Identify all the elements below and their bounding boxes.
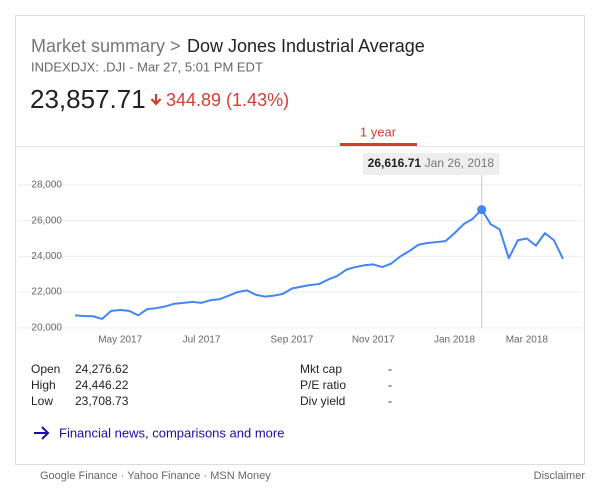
tooltip-value: 26,616.71: [368, 156, 422, 170]
chart: 20,000 22,000 24,000 26,000 28,000 May 2017 Ju…: [18, 153, 582, 346]
y-tick-label: 26,000: [31, 215, 62, 226]
stat-label: P/E ratio: [300, 378, 346, 392]
stat-label: Low: [31, 394, 53, 408]
card: [15, 15, 585, 465]
y-tick-label: 20,000: [31, 322, 62, 333]
x-tick-label: Sep 2017: [270, 335, 313, 346]
tooltip-date: Jan 26, 2018: [425, 156, 495, 170]
tab-1-year[interactable]: 1 year: [360, 124, 397, 139]
x-tick-label: May 2017: [98, 335, 142, 346]
down-arrow: [150, 94, 162, 106]
y-tick-label: 24,000: [31, 251, 62, 262]
x-tick-label: Mar 2018: [506, 335, 549, 346]
stat-label: Mkt cap: [300, 362, 342, 376]
subtitle: INDEXDJX: .DJI - Mar 27, 5:01 PM EDT: [31, 59, 263, 74]
disclaimer[interactable]: Disclaimer: [534, 470, 586, 482]
tab-underline: [340, 143, 417, 146]
stat-value: -: [388, 378, 392, 392]
stat-value: 24,446.22: [75, 378, 129, 392]
link[interactable]: Financial news, comparisons and more: [59, 425, 284, 440]
x-tick-label: Jul 2017: [183, 335, 221, 346]
highlight-point: [477, 205, 487, 215]
stat-value: -: [388, 394, 392, 408]
link-arrow: [34, 426, 50, 440]
stat-label: Div yield: [300, 394, 345, 408]
y-tick-label: 22,000: [31, 287, 62, 298]
stat-label: High: [31, 378, 56, 392]
title: Dow Jones Industrial Average: [187, 36, 425, 56]
price: 23,857.71: [30, 84, 146, 114]
change: 344.89 (1.43%): [166, 90, 289, 110]
x-tick-label: Nov 2017: [352, 335, 395, 346]
stat-label: Open: [31, 362, 60, 376]
stat-value: 23,708.73: [75, 394, 129, 408]
x-tick-label: Jan 2018: [434, 335, 476, 346]
sources[interactable]: Google Finance · Yahoo Finance · MSN Mon…: [40, 470, 271, 482]
stats: Open 24,276.62 Mkt cap - High 24,446.22 P/E ra…: [31, 362, 392, 408]
stat-value: 24,276.62: [75, 362, 129, 376]
tooltip-box: [362, 153, 500, 175]
y-tick-label: 28,000: [31, 180, 62, 191]
breadcrumb[interactable]: Market summary >: [31, 36, 181, 56]
stat-value: -: [388, 362, 392, 376]
